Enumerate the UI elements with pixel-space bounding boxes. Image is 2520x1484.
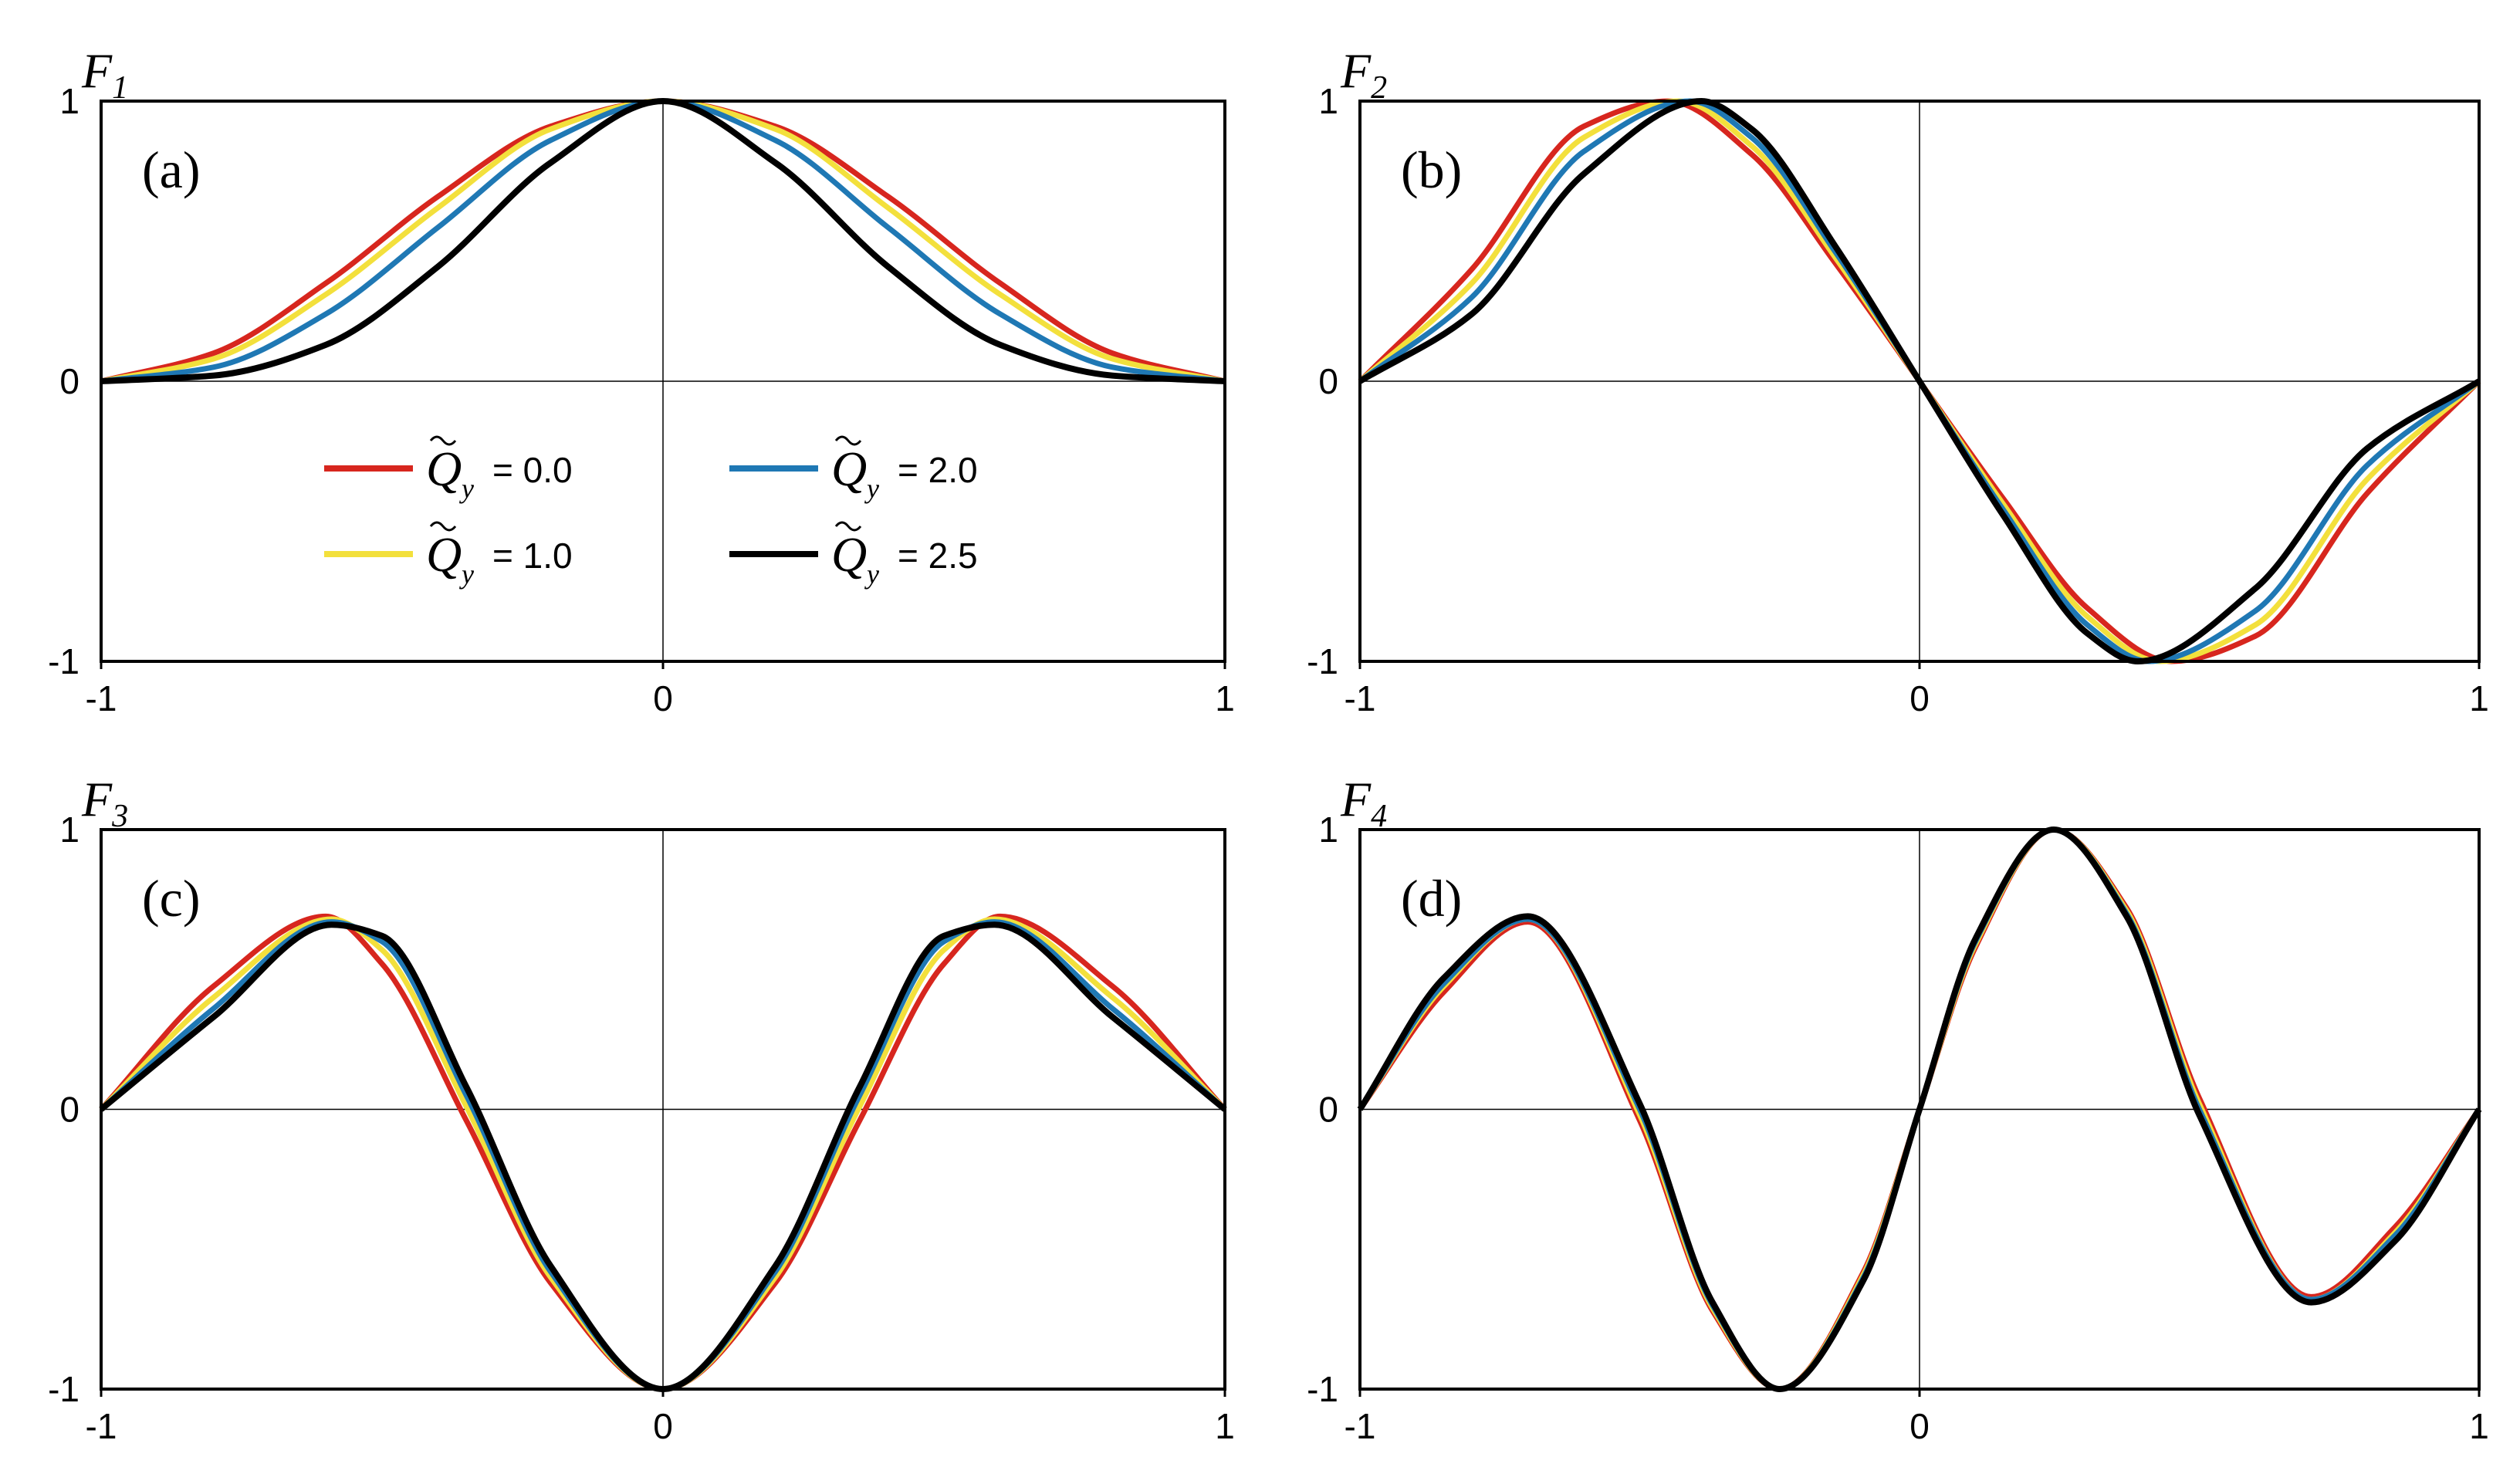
tilde-icon	[834, 521, 862, 532]
panel-label: (b)	[1401, 140, 1462, 199]
legend-subscript: y	[459, 473, 474, 504]
y-tick-label: 1	[59, 81, 79, 121]
x-tick-label: 1	[1215, 1406, 1235, 1446]
y-tick-label: 1	[1318, 810, 1338, 850]
y-tick-label: 1	[59, 810, 79, 850]
y-tick-label: -1	[1307, 641, 1338, 681]
x-tick-label: 0	[653, 1406, 673, 1446]
x-tick-label: 0	[1909, 1406, 1930, 1446]
y-axis-label: F3	[81, 772, 128, 834]
tilde-icon	[429, 435, 457, 446]
panel-b: -1 0 1 1 0 -1 F2(b)	[1307, 43, 2489, 718]
x-tick-label: -1	[1345, 678, 1376, 718]
legend-symbol: Q	[831, 441, 867, 496]
x-tick-label: -1	[1345, 1406, 1376, 1446]
tilde-icon	[429, 521, 457, 532]
panel-label: (d)	[1401, 869, 1462, 928]
x-tick-label: 0	[1909, 678, 1930, 718]
y-tick-label: 0	[59, 1090, 79, 1130]
y-tick-label: 0	[1318, 1090, 1338, 1130]
panel-c: -1 0 1 1 0 -1 F3(c)	[48, 772, 1235, 1446]
y-tick-label: 0	[59, 361, 79, 401]
legend-value: = 1.0	[492, 536, 573, 576]
x-tick-label: 1	[2469, 678, 2489, 718]
legend-value: = 2.0	[898, 450, 978, 490]
legend-subscript: y	[459, 559, 474, 590]
y-axis-label: F4	[1340, 772, 1387, 834]
panel-a: -1 0 1 1 0 -1 F1(a)	[48, 43, 1235, 718]
x-tick-label: 0	[653, 678, 673, 718]
y-tick-label: 0	[1318, 361, 1338, 401]
y-axis-label: F2	[1340, 43, 1387, 106]
panel-d: -1 0 1 1 0 -1 F4(d)	[1307, 772, 2489, 1446]
x-tick-label: -1	[86, 678, 117, 718]
legend-symbol: Q	[426, 441, 462, 496]
y-tick-label: -1	[48, 641, 79, 681]
legend-value: = 0.0	[492, 450, 573, 490]
legend-subscript: y	[864, 559, 879, 590]
panel-label: (a)	[142, 140, 200, 199]
legend-value: = 2.5	[898, 536, 978, 576]
series-line-4	[1357, 827, 2482, 1392]
legend-symbol: Q	[831, 527, 867, 582]
legend-subscript: y	[864, 473, 879, 504]
panel-label: (c)	[142, 869, 200, 928]
series-line-4	[1358, 98, 2481, 664]
x-tick-label: -1	[86, 1406, 117, 1446]
x-tick-label: 1	[2469, 1406, 2489, 1446]
y-tick-label: 1	[1318, 81, 1338, 121]
y-axis-label: F1	[81, 43, 128, 106]
tilde-icon	[834, 435, 862, 446]
legend-symbol: Q	[426, 527, 462, 582]
x-tick-label: 1	[1215, 678, 1235, 718]
y-tick-label: -1	[48, 1369, 79, 1409]
y-tick-label: -1	[1307, 1369, 1338, 1409]
